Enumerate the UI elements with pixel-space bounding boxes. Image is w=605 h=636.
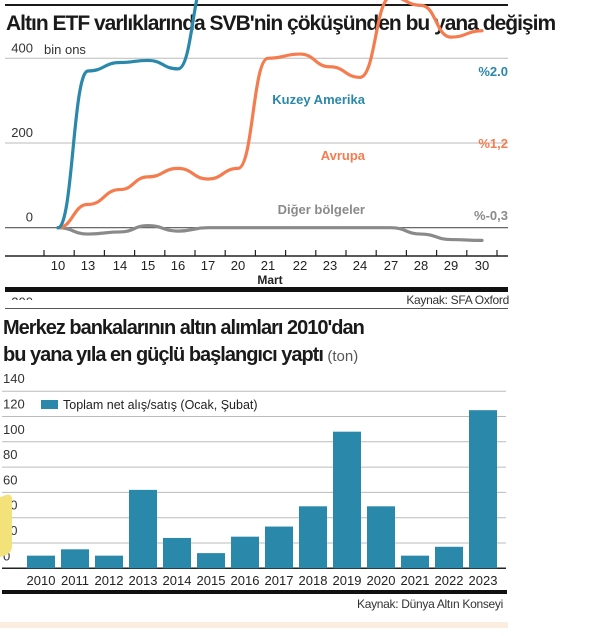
bar-chart: 020406080100120140Toplam net alış/satış …: [2, 371, 506, 588]
y-tick-label: -200: [7, 294, 33, 300]
series-line-kuzey-amerika: [56, 0, 199, 230]
x-tick-label: 20: [231, 258, 245, 273]
bar-2018: [299, 506, 327, 569]
chart2-unit: (ton): [327, 348, 359, 365]
x-tick-label: 2017: [265, 573, 294, 588]
series-end-label: %-0,3: [474, 208, 508, 223]
x-tick-label: 2011: [61, 573, 89, 588]
series-line-avrupa: [56, 0, 484, 230]
yellow-note-overlap: [0, 492, 12, 558]
bar-2019: [333, 431, 361, 569]
x-tick-label: 17: [201, 258, 215, 273]
x-tick-label: 23: [323, 258, 337, 273]
y-tick-label: 120: [3, 397, 25, 412]
series-end-label: %2.0: [478, 64, 508, 79]
x-tick-label: 24: [353, 258, 367, 273]
y-tick-label: 100: [3, 422, 25, 437]
bar-2023: [469, 410, 497, 569]
x-tick-label: 21: [261, 258, 275, 273]
y-tick-label: 80: [3, 447, 17, 462]
x-tick-label: 28: [414, 258, 428, 273]
chart1-bottom-bar: [5, 287, 508, 292]
x-tick-label: 10: [51, 258, 65, 273]
top-rule: [5, 4, 508, 6]
bar-2010: [27, 555, 55, 569]
bar-2013: [129, 489, 157, 569]
bar-2011: [61, 549, 89, 569]
x-tick-label: 29: [444, 258, 458, 273]
y-tick-label: 200: [11, 125, 33, 140]
chart1-source: Kaynak: SFA Oxford: [406, 293, 509, 307]
x-tick-label: 2022: [435, 573, 464, 588]
y-tick-label: 140: [3, 371, 25, 386]
x-tick-label: 2014: [163, 573, 192, 588]
bar-2014: [163, 537, 191, 569]
series-label: Kuzey Amerika: [272, 92, 365, 107]
legend-swatch: [41, 400, 58, 409]
bar-2016: [231, 536, 259, 569]
bottom-strip: [0, 622, 508, 628]
chart1-title: Altın ETF varlıklarında SVB'nin çöküşünd…: [6, 12, 556, 35]
y-tick-label: 400: [11, 40, 33, 55]
bar-2015: [197, 553, 225, 569]
y-tick-label: 0: [3, 548, 10, 563]
x-tick-label: 2016: [231, 573, 260, 588]
series-end-label: %1,2: [478, 136, 508, 151]
bar-2021: [401, 555, 429, 569]
x-tick-label: 2013: [129, 573, 158, 588]
x-tick-label: 15: [141, 258, 155, 273]
chart2-title-line2: bu yana yıla en güçlü başlangıcı yaptı: [3, 344, 324, 366]
x-tick-label: 2021: [401, 573, 430, 588]
x-tick-label: 13: [81, 258, 95, 273]
x-tick-label: 2012: [95, 573, 124, 588]
separator: [5, 308, 508, 309]
x-tick-label: 2010: [27, 573, 56, 588]
line-chart: -20002004006008001.0001.2001013141516172…: [5, 0, 508, 300]
chart2-bottom-bar: [2, 590, 507, 594]
x-tick-label: 14: [113, 258, 127, 273]
x-tick-label: 30: [475, 258, 489, 273]
bar-2012: [95, 555, 123, 569]
x-tick-label: 2020: [367, 573, 396, 588]
chart1-unit: bin ons: [44, 42, 86, 57]
bar-2020: [367, 506, 395, 569]
legend-label: Toplam net alış/satış (Ocak, Şubat): [63, 398, 258, 412]
bar-2022: [435, 546, 463, 569]
y-tick-label: 60: [3, 472, 17, 487]
x-tick-label: 22: [293, 258, 307, 273]
chart2-source: Kaynak: Dünya Altın Konseyi: [357, 597, 503, 611]
y-tick-label: 0: [26, 210, 33, 225]
x-tick-label: 16: [171, 258, 185, 273]
x-tick-label: 2015: [197, 573, 226, 588]
series-label: Diğer bölgeler: [278, 202, 365, 217]
x-tick-label: 2018: [299, 573, 328, 588]
series-label: Avrupa: [321, 148, 366, 163]
chart2-title-line1: Merkez bankalarının altın alımları 2010'…: [3, 317, 365, 339]
x-tick-label: 27: [384, 258, 398, 273]
x-tick-label: 2019: [333, 573, 362, 588]
x-axis-label: Mart: [257, 273, 282, 287]
series-line-diğer-bölgeler: [56, 223, 484, 243]
bar-2017: [265, 526, 293, 569]
x-tick-label: 2023: [469, 573, 498, 588]
